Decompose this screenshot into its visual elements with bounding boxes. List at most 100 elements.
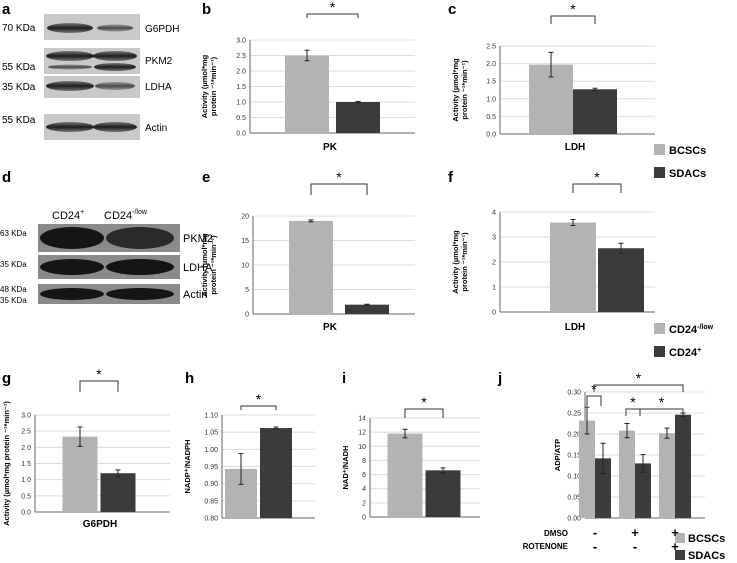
blot-a-label-g6pdh: G6PDH [145, 24, 179, 35]
y-tick-label: 1.05 [204, 430, 218, 437]
y-tick-label: 8 [362, 458, 366, 465]
significance-star: * [256, 391, 262, 407]
y-tick-label: 0.05 [567, 495, 581, 502]
blot-a-mw-55b: 55 KDa [2, 115, 36, 126]
panel-letter-j: j [497, 370, 502, 387]
significance-star: * [330, 0, 336, 15]
y-tick-label: 0.0 [21, 510, 31, 517]
bar-cd24-low [550, 222, 596, 312]
y-tick-label: 1 [492, 285, 496, 292]
y-axis-label: NADP⁺/NADPH [183, 440, 192, 494]
y-axis-label: protein ⁻¹*min⁻¹) [209, 235, 218, 295]
y-tick-label: 0.10 [567, 474, 581, 481]
rotenone-sign: + [671, 539, 679, 554]
y-tick-label: 0.5 [236, 115, 246, 122]
x-axis-label: G6PDH [83, 519, 117, 530]
x-axis-label: LDH [565, 322, 586, 333]
bar-bcscs [619, 430, 635, 518]
significance-star: * [594, 169, 600, 185]
bar-sdacs [573, 89, 617, 134]
chart-panel-b: 0.0 0.5 1.0 1.5 2.0 2.5 3.0 Activity (µmol*mg pr… [200, 0, 415, 153]
legend-top-label-sdacs: SDACs [669, 168, 706, 180]
bar-sdacs [675, 414, 691, 518]
y-tick-label: 1.5 [21, 461, 31, 468]
x-axis-label: PK [323, 322, 338, 333]
significance-bracket [79, 380, 119, 392]
y-tick-label: 2.0 [486, 61, 496, 68]
bar-bcscs [579, 420, 595, 518]
panel-letter-f: f [448, 169, 454, 186]
legend-bottom-label-sdacs: SDACs [688, 550, 725, 562]
significance-star: * [336, 169, 342, 185]
blot-a-mw-70: 70 KDa [2, 23, 36, 34]
legend-top: BCSCs SDACs [654, 144, 706, 180]
bar-sdacs [595, 458, 611, 518]
legend-mid: CD24-/low CD24+ [654, 323, 714, 359]
y-tick-label: 2.0 [21, 445, 31, 452]
panel-letter-b: b [202, 1, 211, 18]
y-tick-label: 1.10 [204, 413, 218, 420]
blot-d-label-actin: Actin [183, 289, 207, 301]
bar-sdacs [425, 470, 461, 517]
y-axis-label: protein ⁻¹*min⁻¹) [460, 60, 469, 120]
panel-letter-e: e [202, 169, 210, 186]
y-tick-label: 5 [245, 287, 249, 294]
bar-cd24-low [289, 220, 333, 314]
blot-d-mw-48: 48 KDa [0, 285, 27, 294]
legend-mid-label-cd24pos: CD24+ [669, 347, 701, 359]
chart-panel-c: 0.0 0.5 1.0 1.5 2.0 2.5 Activity (µmol*mg prote… [451, 1, 655, 153]
y-tick-label: 0.5 [486, 114, 496, 121]
panel-letter-i: i [342, 370, 346, 387]
y-tick-label: 1.5 [486, 79, 496, 86]
row-label-dmso: DMSO [544, 529, 568, 538]
significance-bracket [240, 405, 277, 410]
y-tick-label: 4 [362, 486, 366, 493]
blot-a-mw-35: 35 KDa [2, 82, 36, 93]
y-tick-label: 2.5 [486, 44, 496, 51]
x-axis-label: LDH [565, 142, 586, 153]
y-tick-label: 14 [358, 416, 366, 423]
significance-star: * [630, 394, 636, 410]
row-label-rotenone: ROTENONE [523, 542, 569, 551]
blot-a-label-pkm2: PKM2 [145, 56, 173, 67]
blot-a-mw-55: 55 KDa [2, 62, 36, 73]
y-axis-label: ADP/ATP [553, 439, 562, 471]
panel-letter-d: d [2, 169, 11, 186]
chart-panel-e: 0 5 10 15 20 Activity (µmol*mg protein ⁻¹*min⁻… [200, 169, 415, 333]
y-tick-label: 2.5 [21, 429, 31, 436]
chart-panel-i: 0 2 4 6 8 10 12 14 NAD⁺/NADH * [341, 394, 480, 522]
y-tick-label: 0.80 [204, 516, 218, 523]
panel-letter-h: h [185, 370, 194, 387]
blot-d-mw-35: 35 KDa [0, 260, 27, 269]
y-tick-label: 0.5 [21, 493, 31, 500]
y-tick-label: 2 [362, 500, 366, 507]
y-tick-label: 15 [241, 238, 249, 245]
panel-letter-g: g [2, 370, 11, 387]
y-axis-label: protein ⁻¹*min⁻¹) [209, 56, 218, 116]
significance-bracket [310, 183, 368, 195]
blot-d-label-ldha: LDHA [183, 262, 213, 274]
legend-bottom: BCSCs SDACs [675, 533, 725, 562]
bar-sdacs [260, 428, 292, 518]
legend-mid-swatch-cd24low [654, 323, 665, 334]
y-tick-label: 2.0 [236, 69, 246, 76]
y-tick-label: 2 [492, 260, 496, 267]
significance-bracket [586, 395, 602, 406]
legend-mid-label-cd24low: CD24-/low [669, 324, 714, 336]
y-tick-label: 1.0 [236, 100, 246, 107]
y-tick-label: 3.0 [236, 38, 246, 45]
chart-panel-g: 0.0 0.5 1.0 1.5 2.0 2.5 3.0 Activity (µmol*mg p… [2, 366, 170, 530]
western-blot-a: 70 KDa 55 KDa 35 KDa 55 KDa G6PDH PKM2 L… [2, 14, 179, 140]
significance-bracket [404, 408, 444, 418]
legend-top-label-bcscs: BCSCs [669, 145, 706, 157]
bar-bcscs [62, 436, 98, 512]
y-tick-label: 1.0 [21, 477, 31, 484]
legend-top-swatch-sdacs [654, 167, 665, 178]
dmso-sign: - [593, 525, 597, 540]
y-tick-label: 0.30 [567, 390, 581, 397]
significance-star: * [421, 394, 427, 410]
bar-sdacs [100, 473, 136, 512]
y-tick-label: 6 [362, 472, 366, 479]
